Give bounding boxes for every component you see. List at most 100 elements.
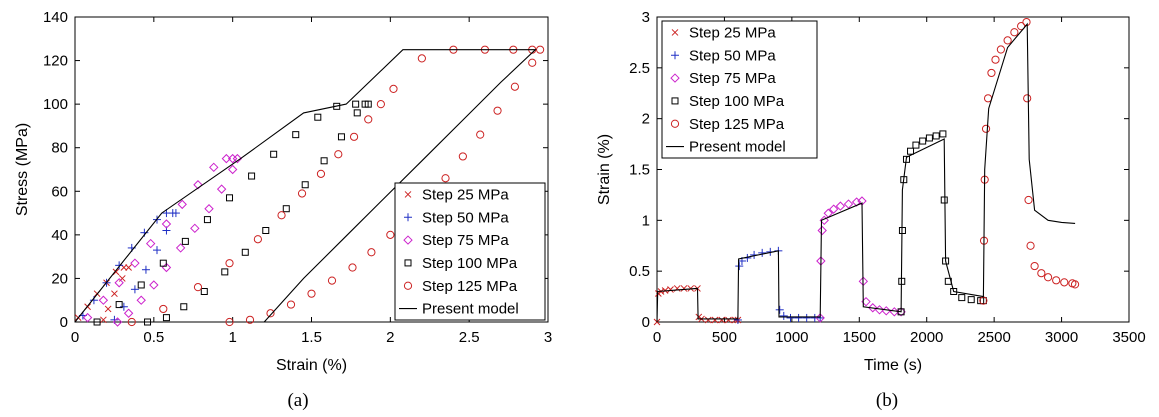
panel-b-data-point: [802, 313, 811, 322]
panel-a-data-point: [119, 302, 128, 311]
panel-b-data-point: [996, 45, 1005, 54]
panel-b-data-point: [868, 303, 878, 313]
panel-a-data-point: [200, 288, 208, 295]
panel-b-data-point: [725, 316, 732, 324]
panel-b-data-point: [1060, 278, 1069, 287]
panel-a-data-point: [93, 318, 101, 326]
panel-a-legend-marker: [404, 191, 412, 198]
panel-a-data-point: [100, 316, 107, 324]
panel-a-data-point: [127, 317, 136, 327]
panel-b-data-point: [704, 316, 712, 324]
panel-a-panel-label: (a): [287, 390, 308, 411]
panel-b-legend-marker: [671, 29, 679, 36]
panel-a-data-point: [203, 216, 211, 224]
panel-b-x-tick-label: 0: [653, 329, 661, 346]
panel-a-legend-marker: [404, 213, 412, 222]
panel-a-data-point: [204, 204, 214, 214]
panel-b-data-point: [1017, 22, 1026, 31]
panel-b-data-point: [819, 215, 829, 226]
panel-b-data-point: [711, 316, 719, 324]
panel-b-y-tick-label: 0.5: [629, 263, 650, 280]
panel-a-data-point: [159, 259, 167, 267]
panel-a-x-tick-label: 3: [544, 329, 552, 346]
panel-b-y-tick-label: 3: [642, 9, 650, 26]
panel-a-data-point: [314, 113, 322, 121]
panel-b-model-line: [656, 22, 1076, 323]
panel-a-x-tick-label: 1.5: [301, 329, 322, 346]
panel-a-data-point: [177, 199, 187, 210]
panel-b-data-point: [667, 286, 674, 293]
panel-a-legend-entry: Step 50 MPa: [422, 209, 509, 226]
panel-a-data-point: [149, 280, 159, 290]
panel-b-data-point: [786, 313, 795, 322]
panel-b-chart: 0 500 1000 1500 2000 2500 3000 3500 0 0.5 1 1.5 2 2.5…: [596, 9, 1146, 411]
panel-a-series-3: [93, 100, 372, 326]
panel-a-y-tick-label: 120: [43, 53, 68, 70]
panel-a-chart: 0 0.5 1 1.5 2 2.5 3 0 20 40 60 80 100 120 140 Strain (%…: [14, 9, 552, 411]
panel-a-data-point: [248, 172, 256, 180]
panel-b-data-point: [817, 225, 827, 236]
panel-a-data-point: [221, 268, 229, 276]
panel-a-data-point: [145, 238, 156, 249]
panel-a-legend-marker: [404, 259, 412, 267]
panel-a-data-point: [320, 157, 328, 165]
panel-a-data-point: [221, 153, 232, 164]
panel-a-data-point: [115, 261, 124, 270]
panel-b-data-point: [912, 141, 920, 149]
panel-a-data-point: [316, 169, 326, 178]
panel-a-data-point: [270, 150, 278, 158]
panel-b-data-point: [907, 147, 915, 155]
panel-a-y-tick-label: 60: [51, 183, 68, 200]
panel-a-data-point: [130, 258, 140, 268]
panel-a-series-2: [82, 153, 243, 327]
panel-b-legend-marker: [671, 51, 679, 60]
panel-a-y-axis-label: Stress (MPa): [14, 123, 31, 216]
panel-a-data-point: [152, 246, 161, 255]
panel-a-data-point: [125, 264, 132, 271]
panel-a-y-tick-label: 80: [51, 140, 68, 157]
panel-a-data-point: [193, 283, 203, 292]
panel-b-y-tick-label: 1.5: [629, 162, 650, 179]
panel-a-legend: Step 25 MPa Step 50 MPa Step 75 MPa Step 10…: [394, 182, 546, 321]
panel-a-data-point: [386, 230, 395, 239]
panel-b-x-tick-label: 1500: [843, 329, 876, 346]
panel-a-x-tick-label: 0: [71, 329, 79, 346]
panel-a-x-tick-label: 2.5: [459, 329, 480, 346]
panel-a-legend-entry: Step 75 MPa: [422, 232, 509, 249]
panel-b-series-5: [656, 22, 1076, 323]
panel-a-data-point: [301, 181, 309, 189]
panel-a-y-tick-label: 140: [43, 9, 68, 26]
panel-b-data-point: [718, 316, 726, 324]
panel-b-data-point: [940, 196, 948, 204]
panel-b-y-tick-label: 2: [642, 111, 650, 128]
panel-a-data-point: [327, 276, 337, 285]
panel-a-data-point: [536, 45, 545, 54]
panel-b-y-tick-label: 2.5: [629, 60, 650, 77]
panel-a-data-point: [277, 211, 286, 220]
panel-b-y-axis-label: Strain (%): [596, 134, 613, 205]
panel-b-data-point: [835, 201, 846, 211]
panel-a-x-tick-label: 1: [228, 329, 236, 346]
panel-b-y-tick-label: 0: [642, 314, 650, 331]
panel-a-data-point: [193, 180, 203, 190]
panel-a-legend-entry: Step 125 MPa: [422, 278, 518, 295]
panel-a-data-point: [337, 133, 345, 141]
panel-b-data-point: [932, 132, 940, 140]
panel-a-data-point: [144, 318, 152, 326]
panel-b-data-point: [979, 297, 987, 305]
panel-b-data-point: [1024, 195, 1033, 205]
panel-b-data-point: [1070, 280, 1080, 289]
panel-a-data-point: [171, 209, 180, 218]
panel-a-data-point: [367, 248, 376, 257]
panel-b-legend-entry: Step 100 MPa: [689, 93, 785, 110]
panel-a-data-point: [141, 265, 150, 274]
panel-b-data-point: [843, 199, 854, 209]
panel-b-data-point: [881, 306, 891, 316]
panel-a-data-point: [175, 243, 186, 253]
panel-a-data-point: [104, 305, 112, 313]
panel-a-data-point: [190, 223, 200, 234]
panel-b-data-point: [939, 130, 947, 138]
panel-b-series-0: [653, 285, 742, 326]
panel-a-x-tick-label: 0.5: [143, 329, 164, 346]
